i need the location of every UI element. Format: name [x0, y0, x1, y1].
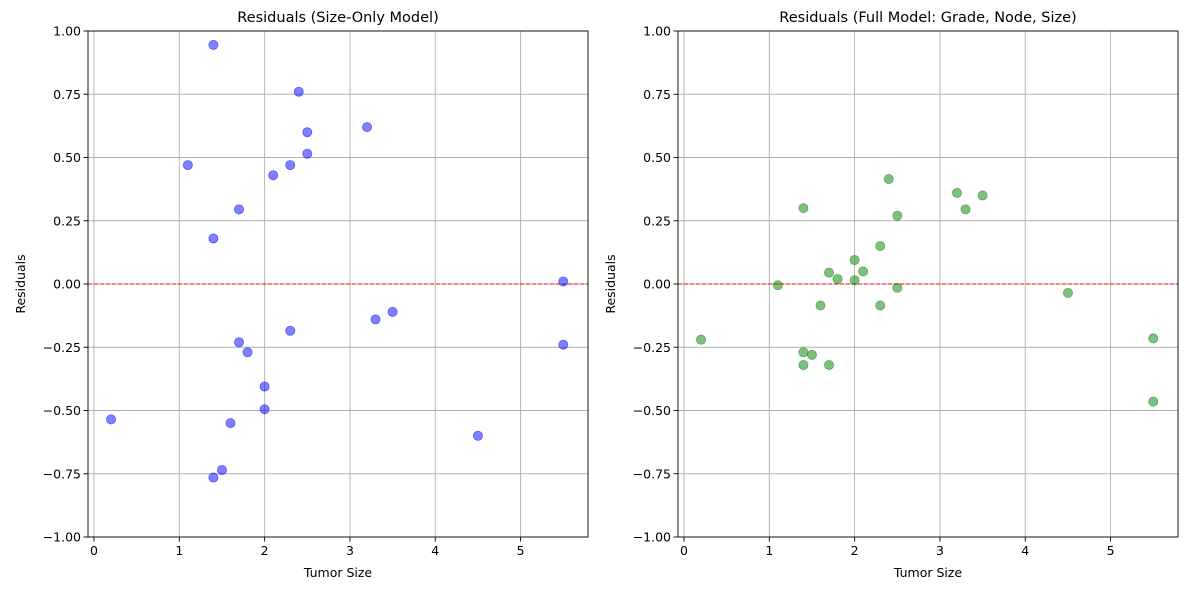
chart-1-point: [302, 148, 313, 159]
chart-1-point: [362, 122, 373, 133]
chart-2-point: [858, 266, 869, 277]
chart-1-point: [387, 306, 398, 317]
chart-1-ytick-label: 0.00: [53, 277, 81, 292]
chart-2-ytick-label: 0.50: [643, 150, 671, 165]
chart-2-point: [977, 190, 988, 201]
chart-2-point: [806, 349, 817, 360]
chart-2-point: [824, 267, 835, 278]
chart-1-ytick-label: 0.75: [53, 87, 81, 102]
chart-1-point: [208, 39, 219, 50]
chart-1-point: [293, 86, 304, 97]
chart-1-point: [216, 464, 227, 475]
chart-1-point: [242, 347, 253, 358]
chart-2-point: [815, 300, 826, 311]
chart-1-point: [182, 160, 193, 171]
chart-1-point: [208, 233, 219, 244]
chart-1-title: Residuals (Size-Only Model): [237, 10, 438, 26]
chart-1-point: [259, 381, 270, 392]
chart-1-xlabel: Tumor Size: [303, 565, 373, 580]
chart-2-point: [798, 359, 809, 370]
chart-2-ytick-label: 0.00: [643, 277, 671, 292]
chart-1-point: [285, 325, 296, 336]
chart-2-point: [892, 282, 903, 293]
chart-2-point: [875, 241, 886, 252]
chart-2-ytick-label: 1.00: [643, 24, 671, 39]
chart-1-xtick-label: 3: [346, 543, 354, 558]
chart-1-ytick-label: 0.50: [53, 150, 81, 165]
chart-2-xtick-label: 1: [765, 543, 773, 558]
chart-1-point: [302, 127, 313, 138]
chart-1-point: [370, 314, 381, 325]
chart-2-point: [952, 187, 963, 198]
chart-2-xtick-label: 5: [1107, 543, 1115, 558]
chart-2-point: [960, 204, 971, 215]
chart-2-plot: 0 1 2 3 4 5 −1.00 −0.75 −0.50 −0.25 0.00 0.25 0.50 0.…: [633, 24, 1179, 558]
chart-1-frame: [87, 30, 589, 538]
chart-1-xtick-label: 4: [431, 543, 439, 558]
chart-2-xtick-label: 0: [680, 543, 688, 558]
chart-1-ytick-label: −0.50: [43, 403, 81, 418]
chart-2-point: [1148, 396, 1159, 407]
chart-2-point: [875, 300, 886, 311]
chart-1-ytick-label: 0.25: [53, 213, 81, 228]
chart-2-xtick-label: 3: [936, 543, 944, 558]
chart-1-xtick-label: 5: [517, 543, 525, 558]
chart-2-ylabel: Residuals: [603, 254, 618, 313]
chart-2-ytick-label: −1.00: [633, 530, 671, 545]
chart-2-ytick-label: 0.25: [643, 213, 671, 228]
chart-2-title: Residuals (Full Model: Grade, Node, Size…: [779, 10, 1076, 26]
chart-2-xtick-label: 4: [1021, 543, 1029, 558]
chart-1-point: [558, 339, 569, 350]
chart-2-xtick-label: 2: [851, 543, 859, 558]
chart-1-xtick-label: 2: [261, 543, 269, 558]
chart-2-point: [849, 254, 860, 265]
chart-2-point: [849, 275, 860, 286]
chart-1-point: [234, 204, 245, 215]
chart-2-point: [1148, 333, 1159, 344]
chart-2-point: [892, 210, 903, 221]
chart-1-point: [259, 404, 270, 415]
chart-2-point: [696, 334, 707, 345]
chart-2-point: [798, 203, 809, 214]
chart-2-xlabel: Tumor Size: [893, 565, 963, 580]
chart-1-ytick-label: −1.00: [43, 530, 81, 545]
chart-1-xtick-label: 0: [90, 543, 98, 558]
chart-2-point: [798, 347, 809, 358]
chart-1-point: [106, 414, 117, 425]
chart-1-ytick-label: −0.25: [43, 340, 81, 355]
chart-2-ytick-label: −0.75: [633, 466, 671, 481]
chart-1-point: [268, 170, 279, 181]
chart-1-point: [558, 276, 569, 287]
chart-1-point: [208, 472, 219, 483]
chart-2-point: [824, 359, 835, 370]
chart-1-point: [225, 418, 236, 429]
chart-1-point: [285, 160, 296, 171]
chart-1-ytick-label: −0.75: [43, 466, 81, 481]
chart-2-ytick-label: −0.50: [633, 403, 671, 418]
chart-2-ytick-label: −0.25: [633, 340, 671, 355]
chart-1-point: [472, 430, 483, 441]
chart-2-point: [883, 174, 894, 185]
chart-2-ytick-label: 0.75: [643, 87, 671, 102]
chart-1-xtick-label: 1: [175, 543, 183, 558]
chart-2-point: [832, 273, 843, 284]
chart-2-point: [772, 280, 783, 291]
chart-1-ytick-label: 1.00: [53, 24, 81, 39]
chart-2-point: [1062, 287, 1073, 298]
chart-1-point: [234, 337, 245, 348]
chart-2-frame: [677, 30, 1179, 538]
chart-1-plot: 0 1 2 3 4 5 −1.00 −0.75 −0.50 −0.25 0.00 0.25 0.50 0.…: [43, 24, 589, 558]
chart-1-ylabel: Residuals: [13, 254, 28, 313]
